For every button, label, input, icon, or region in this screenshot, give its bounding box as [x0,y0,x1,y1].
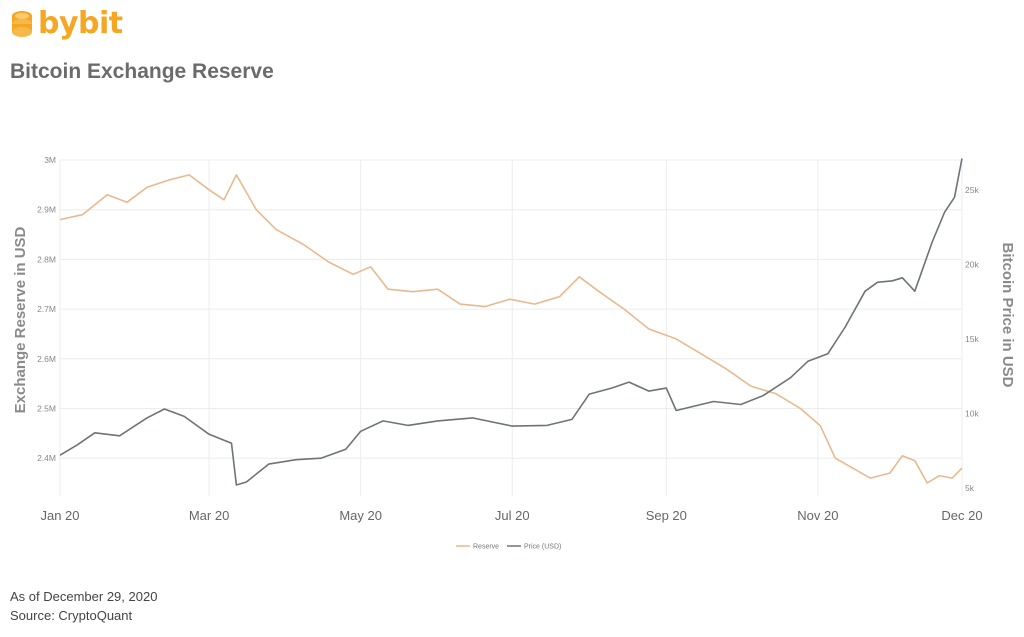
y-tick-right-label: 5k [965,483,975,493]
y-tick-right-label: 10k [965,408,979,418]
series-line-price [59,158,963,486]
y-tick-left-label: 2.7M [37,304,56,314]
x-tick-label: Jan 20 [40,508,79,523]
y-tick-left-label: 2.4M [37,453,56,463]
y-tick-left-label: 2.5M [37,403,56,413]
chart-grid [59,159,963,496]
x-tick-label: Jul 20 [495,508,530,523]
x-tick-label: Nov 20 [797,508,838,523]
page-title: Bitcoin Exchange Reserve [10,60,274,83]
coin-stack-icon [12,10,32,37]
y-tick-right-label: 20k [965,259,979,269]
y-tick-right-label: 25k [965,185,979,195]
series-line-reserve [59,174,963,484]
chart-legend: Reserve Price (USD) [456,544,561,551]
x-tick-label: Sep 20 [646,508,687,523]
footer-source: Source: CryptoQuant [10,608,133,623]
footer-as-of: As of December 29, 2020 [10,589,158,604]
y-axis-right-title: Bitcoin Price in USD [999,242,1016,387]
x-tick-label: Dec 20 [941,508,982,523]
y-tick-right-label: 15k [965,334,979,344]
y-axis-left-title: Exchange Reserve in USD [12,226,29,413]
y-tick-left-label: 2.6M [37,354,56,364]
bybit-logo: bybit [10,6,123,41]
legend-label-reserve: Reserve [473,544,499,551]
chart-ticks: 3M 2.9M 2.8M 2.7M 2.6M 2.5M 2.4M 25k 20k 15k 10k 5k… [37,155,983,523]
y-tick-left-label: 2.8M [37,254,56,264]
logo-wordmark: bybit [38,6,123,41]
y-tick-left-label: 3M [44,155,56,165]
legend-label-price: Price (USD) [524,544,561,551]
reserve-price-chart: 3M 2.9M 2.8M 2.7M 2.6M 2.5M 2.4M 25k 20k 15k 10k 5k… [12,155,1016,551]
y-tick-left-label: 2.9M [37,205,56,215]
chart-series [59,158,963,486]
x-tick-label: Mar 20 [189,508,229,523]
x-tick-label: May 20 [339,508,382,523]
